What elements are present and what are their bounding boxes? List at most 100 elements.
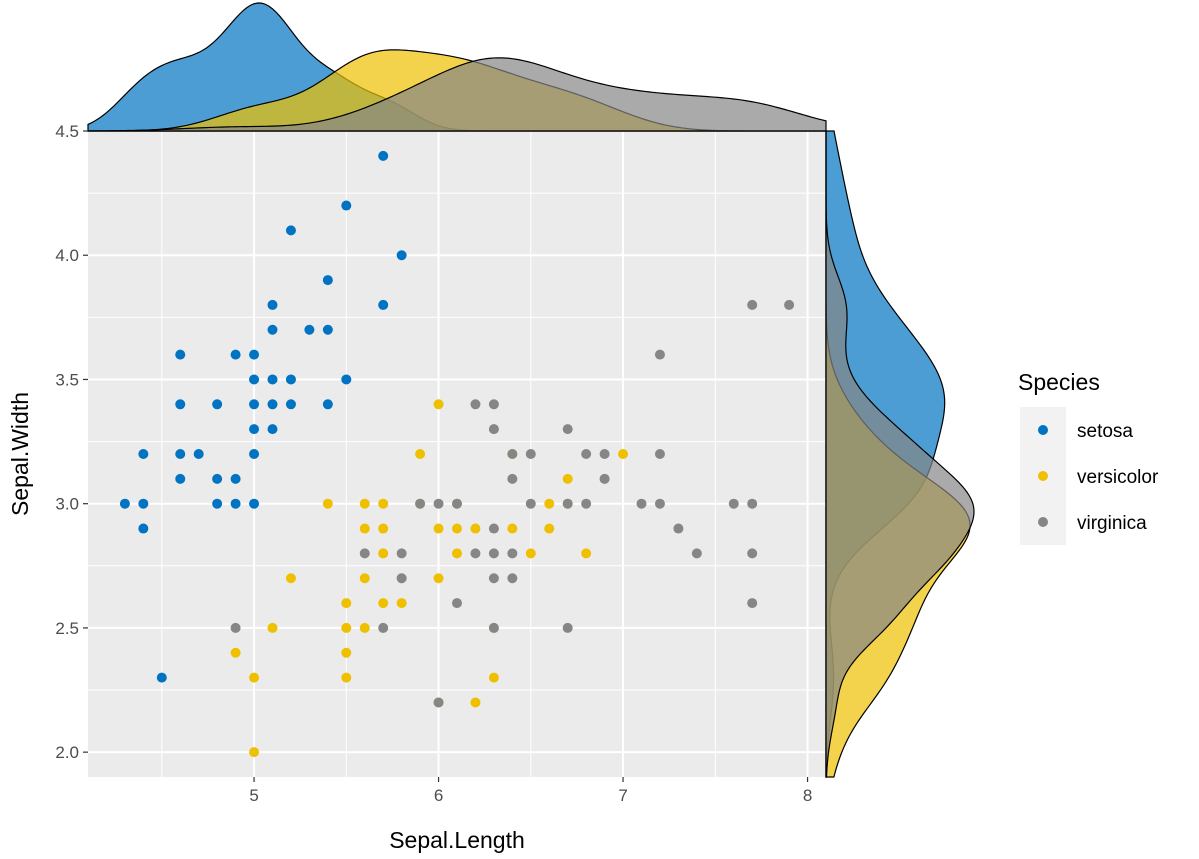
point-setosa: [322, 275, 333, 286]
point-setosa: [378, 150, 389, 161]
scatter-points: [119, 150, 795, 758]
point-virginica: [691, 548, 702, 559]
point-versicolor: [581, 548, 592, 559]
point-virginica: [488, 399, 499, 410]
point-virginica: [654, 449, 665, 459]
point-setosa: [230, 473, 241, 484]
point-versicolor: [378, 498, 389, 509]
point-versicolor: [249, 747, 260, 758]
point-setosa: [285, 399, 296, 410]
point-setosa: [304, 324, 315, 335]
point-virginica: [654, 498, 665, 509]
point-setosa: [175, 399, 186, 410]
point-setosa: [396, 250, 407, 261]
point-setosa: [212, 399, 223, 410]
density-right-virginica: [825, 131, 975, 778]
point-virginica: [636, 498, 647, 509]
legend-label-versicolor: versicolor: [1077, 467, 1159, 488]
x-tick-label: 6: [434, 786, 443, 805]
point-setosa: [267, 424, 278, 435]
x-tick-label: 7: [618, 786, 627, 805]
point-setosa: [193, 449, 204, 459]
point-setosa: [175, 473, 186, 484]
point-versicolor: [378, 598, 389, 609]
point-versicolor: [322, 498, 333, 509]
point-virginica: [581, 498, 592, 509]
point-setosa: [285, 374, 296, 385]
point-virginica: [415, 498, 426, 509]
point-virginica: [562, 424, 573, 435]
point-versicolor: [452, 548, 462, 559]
point-setosa: [249, 424, 260, 435]
point-versicolor: [433, 399, 444, 410]
plot-panel: [88, 131, 826, 777]
point-virginica: [784, 299, 795, 310]
point-versicolor: [267, 622, 278, 633]
point-versicolor: [341, 672, 352, 683]
y-axis-title: Sepal.Width: [7, 392, 33, 516]
point-versicolor: [341, 647, 352, 658]
point-setosa: [267, 374, 278, 385]
point-setosa: [212, 473, 223, 484]
point-virginica: [452, 498, 462, 509]
point-virginica: [747, 498, 758, 509]
point-versicolor: [544, 523, 555, 534]
point-setosa: [341, 200, 352, 211]
top-marginal-density: [87, 2, 827, 132]
point-virginica: [562, 498, 573, 509]
legend-label-virginica: virginica: [1077, 513, 1147, 534]
point-setosa: [267, 299, 278, 310]
point-versicolor: [544, 498, 555, 509]
point-versicolor: [359, 573, 370, 584]
point-setosa: [138, 523, 149, 534]
point-setosa: [249, 449, 260, 459]
point-versicolor: [359, 523, 370, 534]
point-setosa: [249, 349, 260, 360]
point-versicolor: [359, 622, 370, 633]
point-virginica: [747, 299, 758, 310]
point-virginica: [562, 622, 573, 633]
point-versicolor: [452, 523, 462, 534]
point-virginica: [488, 573, 499, 584]
point-versicolor: [618, 449, 629, 459]
point-virginica: [747, 598, 758, 609]
point-virginica: [728, 498, 739, 509]
point-setosa: [249, 399, 260, 410]
point-setosa: [341, 374, 352, 385]
legend-swatch-virginica: [1038, 517, 1048, 527]
point-versicolor: [341, 598, 352, 609]
point-setosa: [138, 449, 149, 459]
point-versicolor: [285, 573, 296, 584]
point-virginica: [654, 349, 665, 360]
point-setosa: [230, 349, 241, 360]
point-setosa: [267, 399, 278, 410]
point-virginica: [599, 449, 610, 459]
legend-swatch-setosa: [1038, 425, 1048, 435]
y-tick-label: 2.5: [55, 619, 79, 638]
point-setosa: [322, 399, 333, 410]
point-virginica: [488, 548, 499, 559]
point-virginica: [599, 473, 610, 484]
y-tick-label: 4.5: [55, 122, 79, 141]
point-versicolor: [378, 548, 389, 559]
x-tick-label: 8: [803, 786, 812, 805]
point-versicolor: [470, 523, 481, 534]
point-virginica: [378, 622, 389, 633]
legend-swatch-versicolor: [1038, 471, 1048, 481]
point-virginica: [433, 498, 444, 509]
point-setosa: [378, 299, 389, 310]
point-virginica: [488, 622, 499, 633]
point-virginica: [396, 573, 407, 584]
point-versicolor: [470, 697, 481, 708]
x-axis: 5 6 7 8: [249, 777, 812, 805]
point-versicolor: [378, 523, 389, 534]
point-versicolor: [415, 449, 426, 459]
point-setosa: [267, 324, 278, 335]
point-setosa: [175, 449, 186, 459]
point-virginica: [525, 498, 536, 509]
point-setosa: [119, 498, 130, 509]
point-setosa: [249, 374, 260, 385]
y-axis: 2.0 2.5 3.0 3.5 4.0 4.5: [55, 122, 88, 762]
point-virginica: [525, 449, 536, 459]
